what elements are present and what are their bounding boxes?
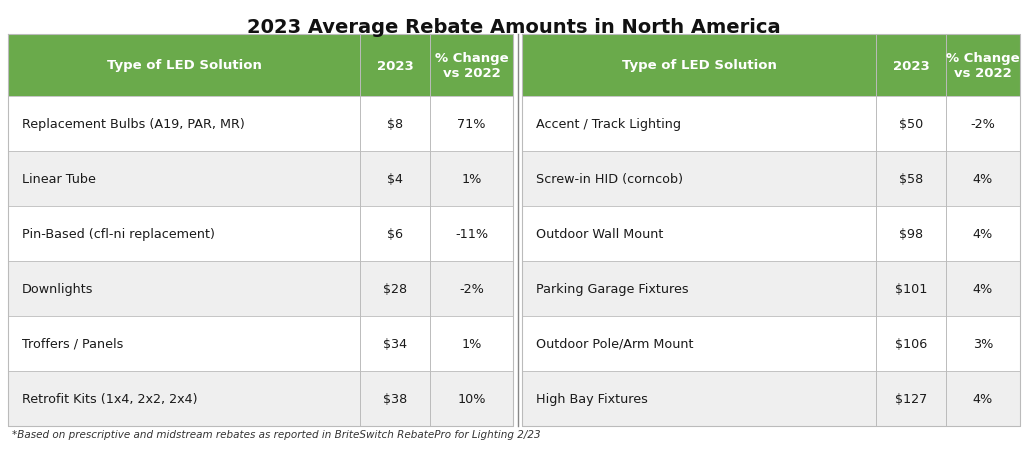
Bar <box>8 152 513 207</box>
Bar <box>522 152 1020 207</box>
Bar <box>522 207 1020 262</box>
Bar <box>8 35 513 97</box>
Text: *Based on prescriptive and midstream rebates as reported in BriteSwitch RebatePr: *Based on prescriptive and midstream reb… <box>12 429 541 439</box>
Text: Replacement Bulbs (A19, PAR, MR): Replacement Bulbs (A19, PAR, MR) <box>22 118 245 131</box>
Text: 10%: 10% <box>457 392 486 405</box>
Text: $50: $50 <box>898 118 923 131</box>
Bar <box>8 207 513 262</box>
Text: 1%: 1% <box>462 172 482 186</box>
Text: $58: $58 <box>898 172 923 186</box>
Text: Screw-in HID (corncob): Screw-in HID (corncob) <box>536 172 683 186</box>
Text: -11%: -11% <box>455 228 488 241</box>
Bar <box>8 371 513 426</box>
Text: Type of LED Solution: Type of LED Solution <box>622 59 776 72</box>
Text: $98: $98 <box>898 228 923 241</box>
Text: 4%: 4% <box>972 172 993 186</box>
Text: 2023: 2023 <box>892 59 929 72</box>
Text: $127: $127 <box>895 392 927 405</box>
Bar <box>522 262 1020 316</box>
Text: $28: $28 <box>383 283 407 295</box>
Text: Downlights: Downlights <box>22 283 94 295</box>
Text: $101: $101 <box>894 283 927 295</box>
Bar <box>522 97 1020 152</box>
Text: 3%: 3% <box>972 337 993 350</box>
Text: High Bay Fixtures: High Bay Fixtures <box>536 392 648 405</box>
Text: Parking Garage Fixtures: Parking Garage Fixtures <box>536 283 689 295</box>
Text: 2023: 2023 <box>376 59 413 72</box>
Text: -2%: -2% <box>460 283 484 295</box>
Bar <box>522 371 1020 426</box>
Text: $38: $38 <box>382 392 407 405</box>
Text: Accent / Track Lighting: Accent / Track Lighting <box>536 118 681 131</box>
Text: 1%: 1% <box>462 337 482 350</box>
Bar <box>8 262 513 316</box>
Text: $4: $4 <box>387 172 403 186</box>
Text: $34: $34 <box>383 337 407 350</box>
Text: -2%: -2% <box>970 118 995 131</box>
Text: 2023 Average Rebate Amounts in North America: 2023 Average Rebate Amounts in North Ame… <box>247 18 781 37</box>
Text: Troffers / Panels: Troffers / Panels <box>22 337 123 350</box>
Bar <box>522 316 1020 371</box>
Bar <box>8 316 513 371</box>
Text: 4%: 4% <box>972 283 993 295</box>
Text: 4%: 4% <box>972 228 993 241</box>
Text: $6: $6 <box>387 228 403 241</box>
Text: Retrofit Kits (1x4, 2x2, 2x4): Retrofit Kits (1x4, 2x2, 2x4) <box>22 392 197 405</box>
Text: % Change
vs 2022: % Change vs 2022 <box>946 52 1020 80</box>
Bar <box>522 35 1020 97</box>
Text: Type of LED Solution: Type of LED Solution <box>107 59 261 72</box>
Text: Outdoor Wall Mount: Outdoor Wall Mount <box>536 228 663 241</box>
Text: Pin-Based (cfl-ni replacement): Pin-Based (cfl-ni replacement) <box>22 228 215 241</box>
Text: 71%: 71% <box>457 118 486 131</box>
Text: $106: $106 <box>895 337 927 350</box>
Text: $8: $8 <box>387 118 403 131</box>
Text: Outdoor Pole/Arm Mount: Outdoor Pole/Arm Mount <box>536 337 694 350</box>
Bar <box>8 97 513 152</box>
Text: Linear Tube: Linear Tube <box>22 172 96 186</box>
Text: 4%: 4% <box>972 392 993 405</box>
Text: % Change
vs 2022: % Change vs 2022 <box>435 52 508 80</box>
